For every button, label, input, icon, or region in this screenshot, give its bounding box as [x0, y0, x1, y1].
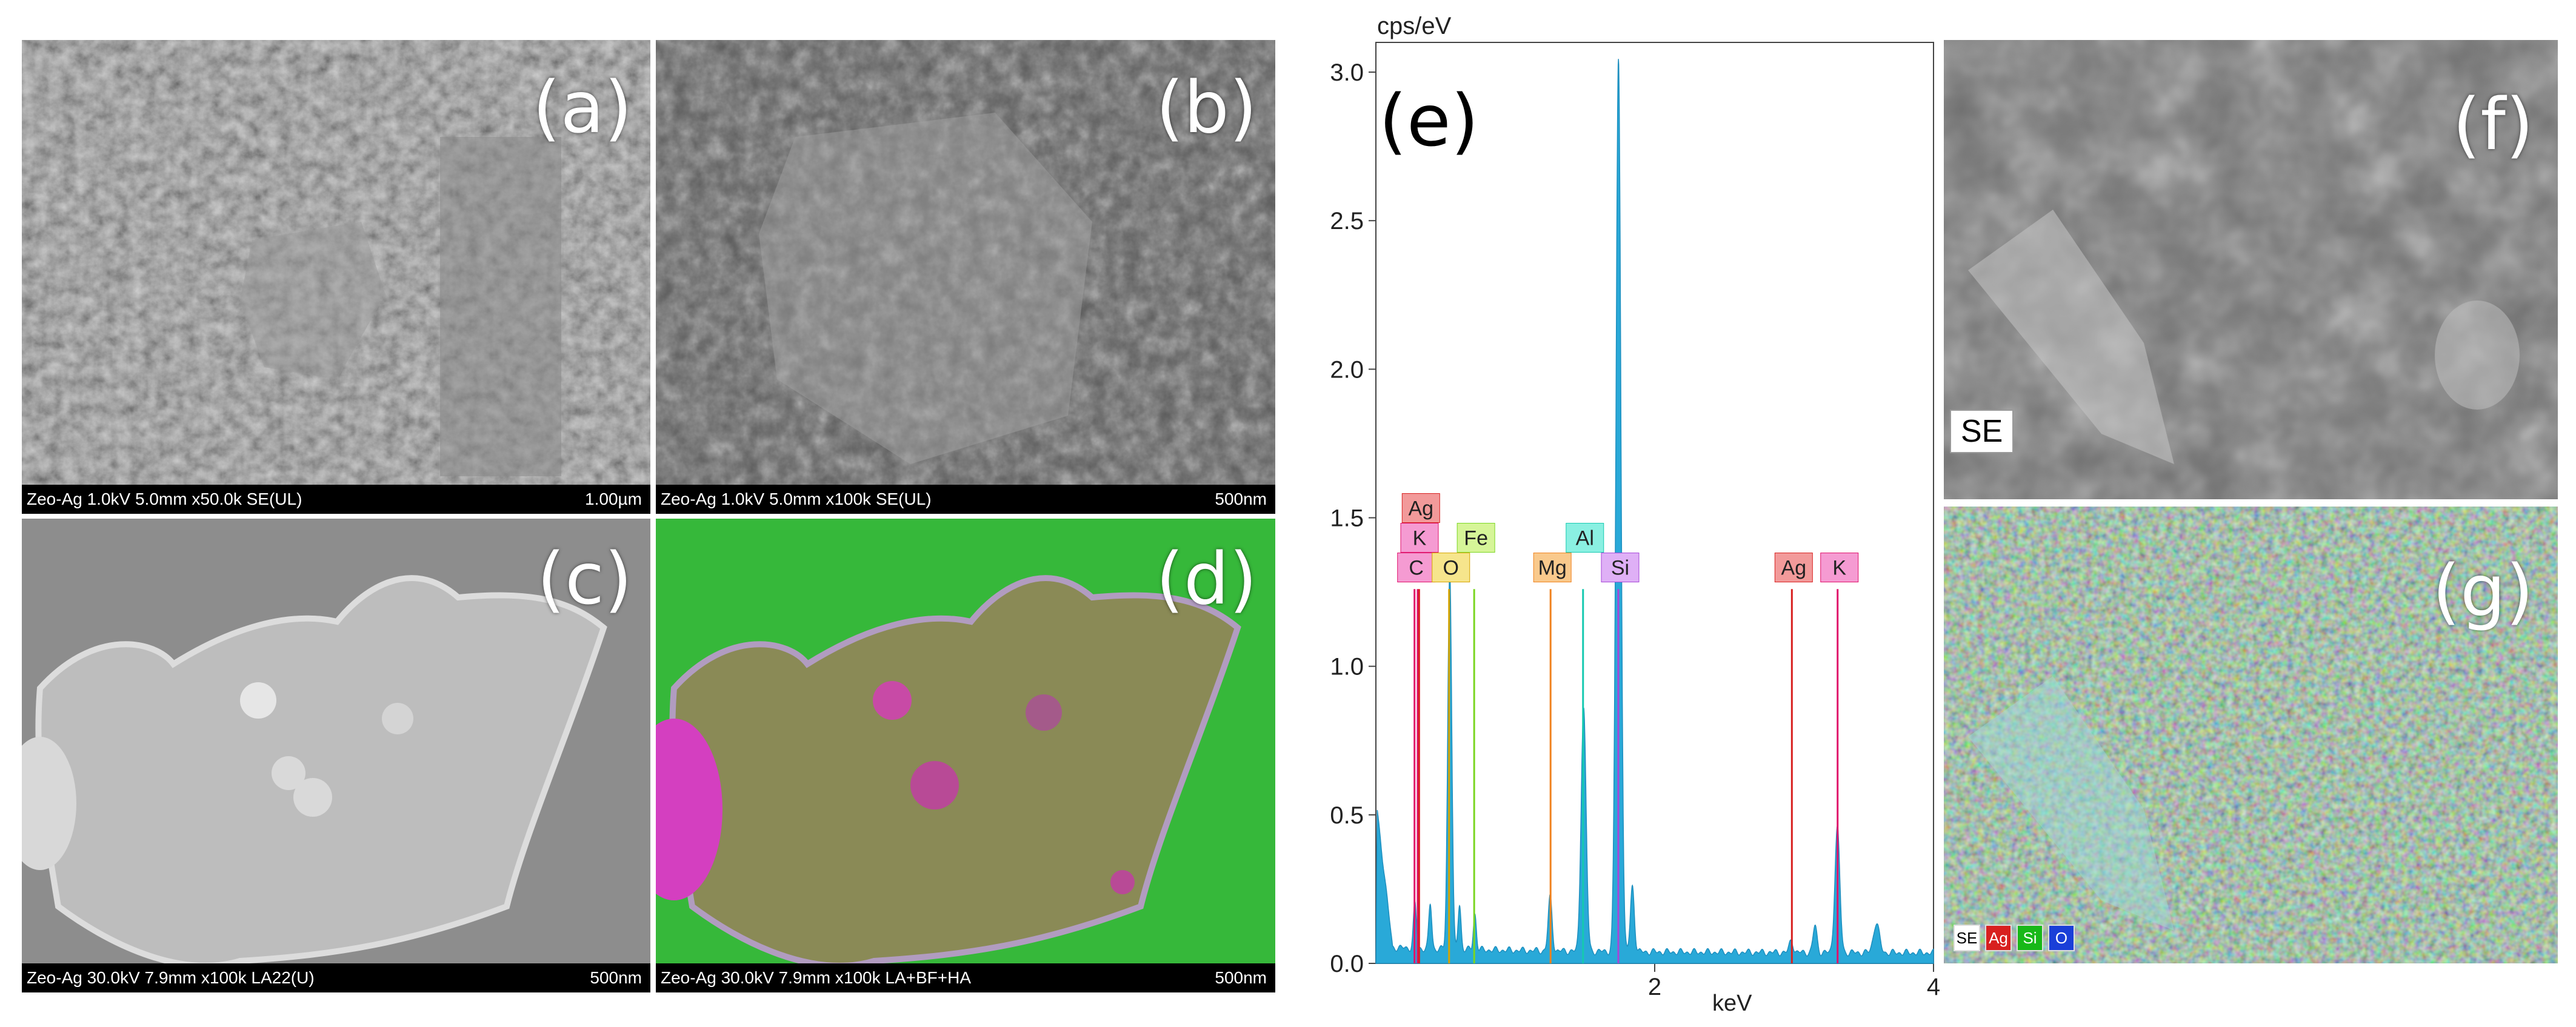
y-tick-label: 3.0: [1330, 59, 1364, 86]
element-marker-label: K: [1832, 557, 1846, 580]
info-bar-a: Zeo-Ag 1.0kV 5.0mm x50.0k SE(UL) 1.00µm: [22, 485, 650, 514]
se-tag: SE: [1950, 410, 2014, 453]
sem-panel-b: (b) Zeo-Ag 1.0kV 5.0mm x100k SE(UL) 500n…: [656, 40, 1275, 514]
y-tick-label: 0.0: [1330, 951, 1364, 977]
panel-label-d: (d): [1156, 537, 1257, 620]
info-bar-c: Zeo-Ag 30.0kV 7.9mm x100k LA22(U) 500nm: [22, 963, 650, 992]
element-marker-label: O: [1443, 557, 1459, 580]
element-marker-box: [1774, 553, 1813, 583]
x-tick-label: 4: [1927, 974, 1940, 1000]
panel-label-b: (b): [1156, 65, 1257, 149]
element-marker-box: [1566, 523, 1604, 553]
spectrum-area: [1375, 59, 1934, 964]
sem-panel-c: (c) Zeo-Ag 30.0kV 7.9mm x100k LA22(U) 50…: [22, 519, 650, 992]
element-marker-label: Al: [1576, 527, 1594, 550]
sem-panel-f: (f) SE: [1944, 40, 2558, 499]
element-marker-box: [1400, 523, 1439, 553]
y-tick-label: 2.5: [1330, 208, 1364, 234]
element-marker-label: Mg: [1538, 557, 1567, 580]
plot-frame: [1375, 42, 1934, 964]
sem-panel-d: (d) Zeo-Ag 30.0kV 7.9mm x100k LA+BF+HA 5…: [656, 519, 1275, 992]
sem-info-d: Zeo-Ag 30.0kV 7.9mm x100k LA+BF+HA: [661, 968, 972, 987]
element-marker-box: [1397, 553, 1436, 583]
eds-map-image-g: [1944, 507, 2558, 963]
element-marker-box: [1820, 553, 1859, 583]
element-marker-label: K: [1413, 527, 1427, 550]
element-marker-label: Si: [1611, 557, 1629, 580]
sem-image-a: [22, 40, 650, 514]
map-legend: SE Ag Si O: [1954, 925, 2075, 951]
element-marker-label: Ag: [1409, 497, 1434, 520]
scale-bar-d: 500nm: [1215, 968, 1267, 987]
info-bar-b: Zeo-Ag 1.0kV 5.0mm x100k SE(UL) 500nm: [656, 485, 1275, 514]
legend-si: Si: [2017, 925, 2043, 951]
sem-panel-g: (g) SE Ag Si O: [1944, 507, 2558, 963]
y-tick-label: 1.0: [1330, 654, 1364, 680]
sem-info-a: Zeo-Ag 1.0kV 5.0mm x50.0k SE(UL): [27, 490, 302, 508]
y-tick-label: 2.0: [1330, 356, 1364, 383]
element-marker-box: [1401, 493, 1440, 523]
element-marker-box: [1457, 523, 1495, 553]
element-marker-label: Ag: [1781, 557, 1807, 580]
y-tick-label: 0.5: [1330, 802, 1364, 829]
legend-ag: Ag: [1985, 925, 2012, 951]
sem-image-c: [22, 519, 650, 992]
sem-image-d: [656, 519, 1275, 992]
element-marker-box: [1432, 553, 1470, 583]
scale-bar-a: 1.00µm: [585, 490, 642, 508]
scale-bar-c: 500nm: [590, 968, 642, 987]
sem-image-b: [656, 40, 1275, 514]
x-axis-label: keV: [1712, 991, 1752, 1016]
x-tick-label: 2: [1648, 974, 1661, 1000]
panel-label-g: (g): [2432, 549, 2534, 633]
y-tick-label: 1.5: [1330, 505, 1364, 532]
panel-label-e: (e): [1379, 79, 1479, 162]
sem-info-c: Zeo-Ag 30.0kV 7.9mm x100k LA22(U): [27, 968, 315, 987]
element-marker-box: [1533, 553, 1572, 583]
panel-label-f: (f): [2452, 82, 2534, 166]
panel-label-c: (c): [537, 537, 632, 620]
legend-se: SE: [1954, 925, 1980, 951]
panel-label-a: (a): [532, 65, 632, 149]
element-marker-label: C: [1409, 557, 1424, 580]
scale-bar-b: 500nm: [1215, 490, 1267, 508]
element-marker-box: [1601, 553, 1640, 583]
info-bar-d: Zeo-Ag 30.0kV 7.9mm x100k LA+BF+HA 500nm: [656, 963, 1275, 992]
y-axis-label: cps/eV: [1377, 13, 1452, 39]
element-marker-label: Fe: [1464, 527, 1488, 550]
legend-o: O: [2048, 925, 2075, 951]
sem-info-b: Zeo-Ag 1.0kV 5.0mm x100k SE(UL): [661, 490, 932, 508]
sem-panel-a: (a) Zeo-Ag 1.0kV 5.0mm x50.0k SE(UL) 1.0…: [22, 40, 650, 514]
sem-image-f: [1944, 40, 2558, 499]
